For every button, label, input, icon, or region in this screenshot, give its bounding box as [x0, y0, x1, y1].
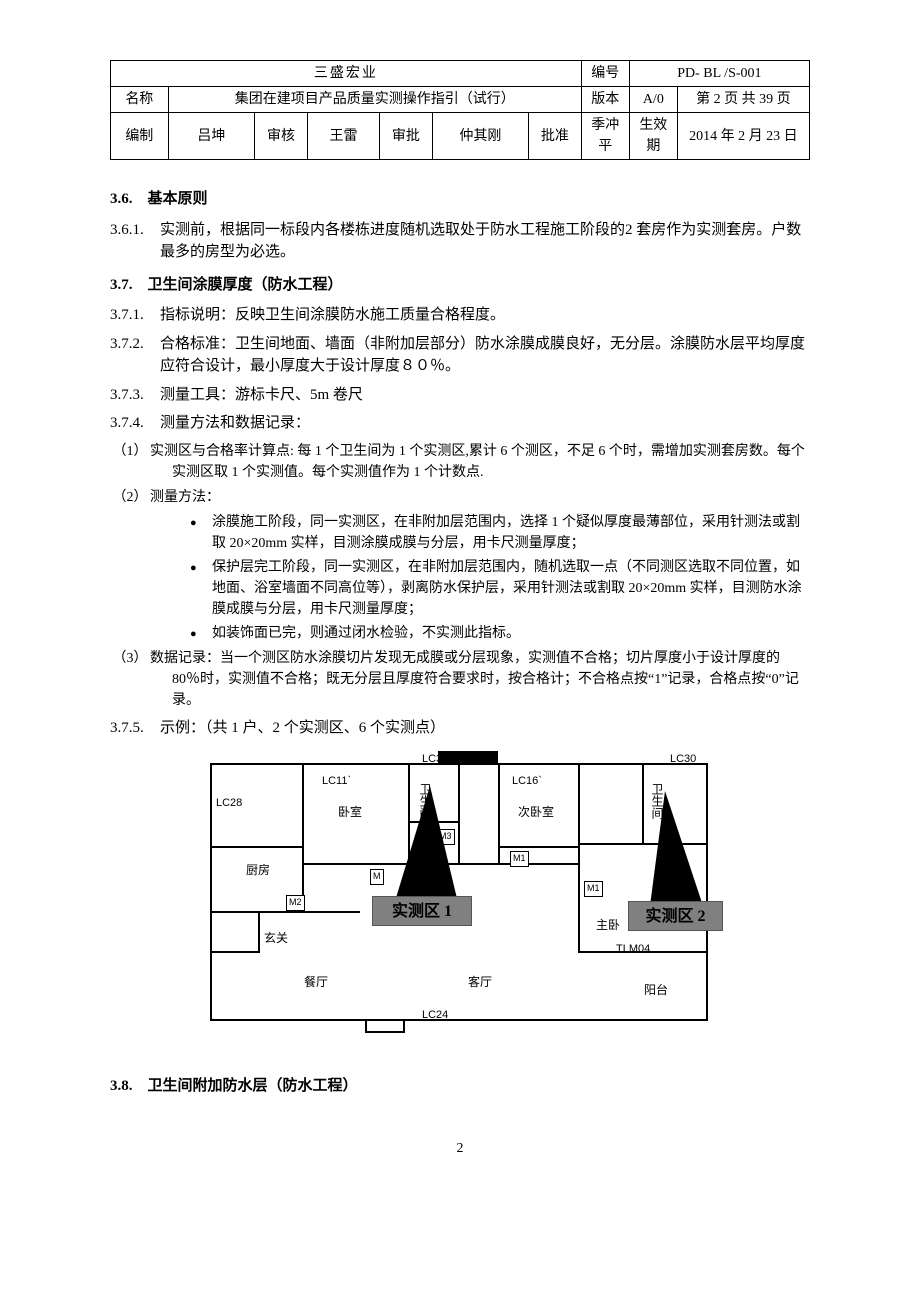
item-3-7-2: 3.7.2.合格标准：卫生间地面、墙面（非附加层部分）防水涂膜成膜良好，无分层。… — [110, 333, 810, 378]
zone-1-label: 实测区 1 — [372, 896, 472, 926]
code-value: PD- BL /S-001 — [629, 61, 809, 87]
page-number: 2 — [110, 1138, 810, 1159]
paren-1: （1）实测区与合格率计算点: 每 1 个卫生间为 1 个实测区,累计 6 个测区… — [110, 441, 810, 483]
code-label: 编号 — [581, 61, 629, 87]
bullet-2: 保护层完工阶段，同一实测区，在非附加层范围内，随机选取一点（不同测区选取不同位置… — [190, 557, 810, 620]
ratify-value: 季冲平 — [581, 113, 629, 160]
heading-3-8: 3.8. 卫生间附加防水层（防水工程） — [110, 1075, 810, 1098]
org-cell: 三盛宏业 — [111, 61, 582, 87]
room-balcony: 阳台 — [644, 981, 668, 999]
room-second-bedroom: 次卧室 — [518, 803, 554, 821]
review-value: 王雷 — [307, 113, 379, 160]
room-master: 主卧 — [596, 916, 620, 934]
room-entry: 玄关 — [264, 929, 288, 947]
item-num: 3.6.1. — [110, 219, 160, 242]
method-bullets: 涂膜施工阶段，同一实测区，在非附加层范围内，选择 1 个疑似厚度最薄部位，采用针… — [110, 512, 810, 644]
room-kitchen: 厨房 — [246, 861, 270, 879]
ver-value: A/0 — [629, 87, 677, 113]
item-3-6-1: 3.6.1.实测前，根据同一标段内各楼栋进度随机选取处于防水工程施工阶段的2 套… — [110, 219, 810, 264]
compile-value: 吕坤 — [168, 113, 254, 160]
item-3-7-4: 3.7.4.测量方法和数据记录： — [110, 412, 810, 435]
room-bedroom: 卧室 — [338, 803, 362, 821]
page-info: 第 2 页 共 39 页 — [677, 87, 809, 113]
ratify-label: 批准 — [528, 113, 581, 160]
room-living: 客厅 — [468, 973, 492, 991]
paren-2: （2）测量方法： — [110, 487, 810, 508]
bullet-1: 涂膜施工阶段，同一实测区，在非附加层范围内，选择 1 个疑似厚度最薄部位，采用针… — [190, 512, 810, 554]
room-bath2: 卫生间 — [648, 783, 666, 819]
room-dining: 餐厅 — [304, 973, 328, 991]
compile-label: 编制 — [111, 113, 169, 160]
item-3-7-5: 3.7.5.示例：（共 1 户、2 个实测区、6 个实测点） — [110, 717, 810, 740]
heading-3-6: 3.6. 基本原则 — [110, 188, 810, 211]
room-bath1: 卫生间 — [416, 783, 434, 819]
name-label: 名称 — [111, 87, 169, 113]
item-3-7-3: 3.7.3.测量工具：游标卡尺、5m 卷尺 — [110, 384, 810, 407]
effective-value: 2014 年 2 月 23 日 — [677, 113, 809, 160]
zone-2-label: 实测区 2 — [628, 901, 723, 931]
floorplan-figure: M2 M M3 M1 M1 LC32 LC30 LC11` LC16` LC28… — [210, 751, 710, 1051]
approve-value: 仲其刚 — [432, 113, 528, 160]
approve-label: 审批 — [380, 113, 433, 160]
floorplan: M2 M M3 M1 M1 LC32 LC30 LC11` LC16` LC28… — [210, 751, 710, 1051]
paren-3: （3）数据记录：当一个测区防水涂膜切片发现无成膜或分层现象，实测值不合格；切片厚… — [110, 648, 810, 711]
item-3-7-1: 3.7.1.指标说明：反映卫生间涂膜防水施工质量合格程度。 — [110, 304, 810, 327]
doc-title: 集团在建项目产品质量实测操作指引（试行） — [168, 87, 581, 113]
doc-header-table: 三盛宏业 编号 PD- BL /S-001 名称 集团在建项目产品质量实测操作指… — [110, 60, 810, 160]
heading-3-7: 3.7. 卫生间涂膜厚度（防水工程） — [110, 274, 810, 297]
bullet-3: 如装饰面已完，则通过闭水检验，不实测此指标。 — [190, 623, 810, 644]
effective-label: 生效期 — [629, 113, 677, 160]
review-label: 审核 — [255, 113, 308, 160]
ver-label: 版本 — [581, 87, 629, 113]
